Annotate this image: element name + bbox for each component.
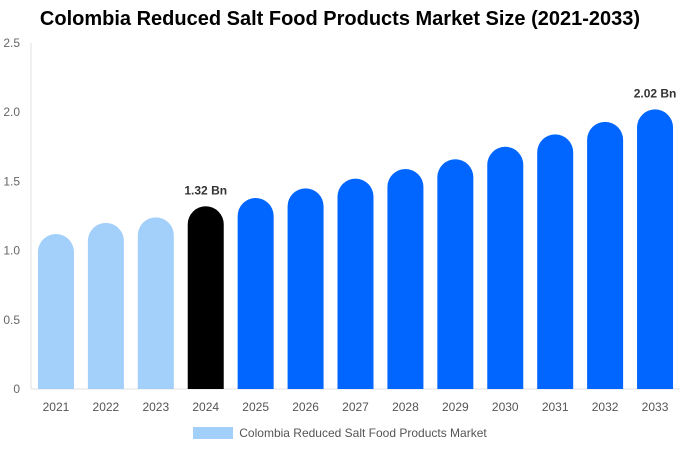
bar-2022 [87,222,124,389]
bar-2026 [287,188,324,389]
legend: Colombia Reduced Salt Food Products Mark… [0,426,680,440]
x-tick-label: 2029 [442,400,469,414]
x-tick-label: 2033 [642,400,669,414]
bar-2033 [637,109,674,389]
x-tick-label: 2027 [342,400,369,414]
y-tick-label: 2.0 [3,105,20,119]
bar-2029 [437,159,474,389]
x-tick-label: 2025 [242,400,269,414]
x-tick-label: 2026 [292,400,319,414]
bar-2027 [337,178,374,389]
legend-swatch [193,427,234,439]
y-tick-label: 2.5 [3,36,20,50]
bar-2031 [537,134,574,389]
bar-2024 [187,206,224,389]
legend-label: Colombia Reduced Salt Food Products Mark… [239,426,487,440]
y-tick-label: 1.5 [3,174,20,188]
y-tick-label: 0 [13,382,20,396]
bar-2030 [487,146,524,389]
data-label: 2.02 Bn [634,86,677,100]
x-tick-label: 2028 [392,400,419,414]
x-tick-label: 2021 [43,400,70,414]
bar-2025 [237,198,274,389]
bar-2023 [137,217,174,389]
chart-title: Colombia Reduced Salt Food Products Mark… [39,8,641,30]
x-tick-label: 2022 [93,400,120,414]
x-tick-label: 2030 [492,400,519,414]
bar-2032 [587,121,624,389]
y-tick-label: 1.0 [3,244,20,258]
bar-2028 [387,168,424,389]
x-tick-label: 2024 [192,400,219,414]
x-tick-label: 2031 [542,400,569,414]
y-tick-label: 0.5 [3,313,20,327]
bar-2021 [37,233,74,389]
x-tick-label: 2032 [592,400,619,414]
x-tick-label: 2023 [142,400,169,414]
data-label: 1.32 Bn [184,183,227,197]
